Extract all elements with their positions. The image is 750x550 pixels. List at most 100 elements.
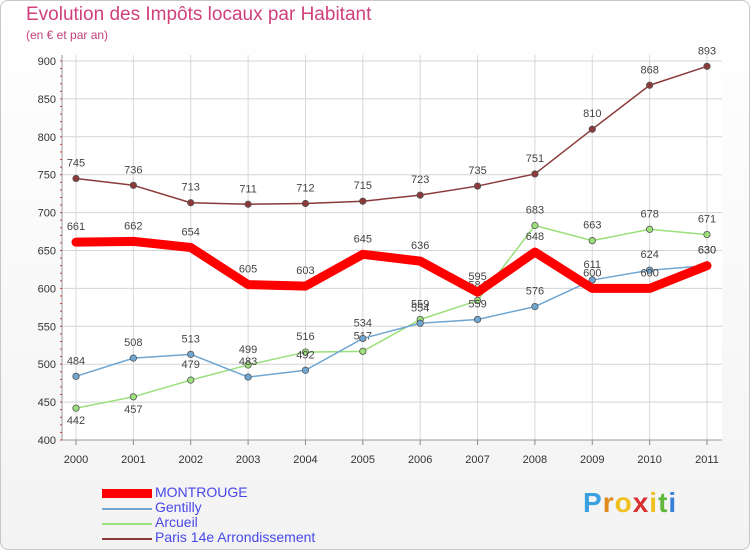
data-point-paris-14e-arrondissement	[359, 197, 367, 205]
data-label-gentilly: 630	[698, 245, 716, 257]
y-tick-label: 750	[38, 170, 56, 182]
data-point-gentilly	[187, 350, 195, 358]
x-tick-label: 2002	[178, 454, 202, 466]
x-tick-label: 2004	[293, 454, 317, 466]
x-tick-label: 2007	[465, 454, 489, 466]
x-tick-label: 2008	[523, 454, 547, 466]
logo-letter: r	[602, 487, 615, 518]
data-point-montrouge	[186, 243, 195, 252]
x-tick-label: 2011	[695, 454, 719, 466]
y-tick-label: 450	[38, 397, 56, 409]
data-point-montrouge	[530, 248, 539, 257]
legend-swatch-gentilly	[102, 508, 152, 510]
data-point-montrouge	[588, 284, 597, 293]
x-tick-label: 2003	[236, 454, 260, 466]
x-tick-label: 2001	[121, 454, 145, 466]
data-point-arcueil	[244, 361, 252, 369]
data-label-montrouge: 600	[640, 267, 658, 279]
data-label-montrouge: 648	[526, 231, 544, 243]
data-label-montrouge: 605	[239, 264, 257, 276]
x-tick-label: 2000	[64, 454, 88, 466]
data-point-montrouge	[129, 237, 138, 246]
data-point-gentilly	[531, 302, 539, 311]
proxiti-logo: Proxiti	[583, 487, 677, 519]
data-label-gentilly: 559	[468, 298, 486, 310]
data-label-montrouge: 603	[296, 265, 314, 277]
data-label-arcueil: 559	[411, 298, 429, 310]
y-tick-label: 850	[38, 94, 56, 106]
legend-swatch-arcueil	[102, 523, 152, 525]
data-label-paris-14e-arrondissement: 868	[640, 64, 658, 76]
data-point-arcueil	[703, 230, 711, 239]
data-point-arcueil	[72, 404, 80, 412]
data-label-arcueil: 671	[698, 214, 716, 226]
data-label-arcueil: 516	[296, 331, 314, 343]
y-tick-label: 600	[38, 283, 56, 295]
legend-swatch-paris-14e	[102, 538, 152, 540]
data-label-arcueil: 678	[640, 208, 658, 220]
data-point-gentilly	[129, 354, 137, 362]
logo-letter: i	[649, 487, 659, 518]
data-label-arcueil: 457	[124, 404, 142, 416]
chart-title: Evolution des Impôts locaux par Habitant	[26, 4, 372, 25]
x-tick-label: 2009	[580, 454, 604, 466]
data-point-paris-14e-arrondissement	[187, 199, 195, 207]
data-label-paris-14e-arrondissement: 715	[354, 180, 372, 192]
series-line-arcueil	[75, 224, 708, 409]
legend-swatch-montrouge	[102, 489, 152, 498]
data-point-paris-14e-arrondissement	[473, 182, 482, 190]
logo-letter: t	[658, 487, 669, 518]
data-label-paris-14e-arrondissement: 751	[526, 153, 544, 165]
data-label-gentilly: 576	[526, 286, 544, 298]
data-point-gentilly	[416, 319, 424, 327]
y-tick-label: 550	[38, 321, 56, 333]
logo-letter: x	[632, 487, 650, 518]
series-line-paris-14e-arrondissement	[75, 65, 708, 206]
series-line-montrouge	[71, 236, 712, 297]
data-point-montrouge	[72, 238, 80, 247]
data-point-paris-14e-arrondissement	[531, 170, 539, 178]
logo-letter: P	[583, 487, 603, 518]
data-point-arcueil	[359, 347, 367, 355]
data-point-gentilly	[473, 315, 482, 324]
data-point-montrouge	[416, 257, 425, 266]
data-label-arcueil: 683	[526, 204, 544, 216]
data-point-arcueil	[588, 237, 596, 245]
data-point-montrouge	[244, 280, 253, 289]
data-label-montrouge: 595	[468, 271, 486, 283]
data-point-gentilly	[301, 366, 310, 374]
data-label-montrouge: 600	[583, 267, 601, 279]
data-point-arcueil	[301, 348, 310, 356]
data-point-gentilly	[359, 334, 367, 343]
data-point-paris-14e-arrondissement	[588, 125, 596, 133]
x-tick-label: 2010	[637, 454, 661, 466]
data-label-paris-14e-arrondissement: 735	[468, 165, 486, 177]
data-point-montrouge	[645, 284, 654, 293]
logo-letter: o	[614, 487, 633, 518]
data-label-gentilly: 508	[124, 337, 142, 349]
data-label-gentilly: 611	[583, 259, 601, 271]
data-point-paris-14e-arrondissement	[301, 199, 310, 208]
data-label-gentilly: 492	[296, 349, 314, 361]
data-point-arcueil	[187, 376, 195, 384]
data-point-montrouge	[703, 261, 711, 270]
data-label-paris-14e-arrondissement: 736	[124, 164, 142, 176]
y-tick-label: 400	[38, 435, 56, 447]
data-point-paris-14e-arrondissement	[129, 181, 137, 189]
data-point-arcueil	[531, 221, 539, 230]
data-point-montrouge	[301, 282, 310, 291]
legend-label-gentilly: Gentilly	[155, 499, 202, 515]
data-label-arcueil: 499	[239, 344, 257, 356]
data-point-arcueil	[646, 225, 654, 233]
legend-label-montrouge: MONTROUGE	[155, 484, 248, 500]
data-label-montrouge: 654	[182, 226, 200, 238]
legend-label-arcueil: Arcueil	[155, 514, 198, 530]
series-line-gentilly	[75, 264, 708, 378]
data-label-gentilly: 624	[640, 249, 658, 261]
y-tick-label: 500	[38, 359, 56, 371]
data-label-montrouge: 630	[698, 245, 716, 257]
data-label-montrouge: 636	[411, 240, 429, 252]
data-point-paris-14e-arrondissement	[646, 81, 654, 89]
chart-subtitle: (en € et par an)	[26, 28, 109, 42]
